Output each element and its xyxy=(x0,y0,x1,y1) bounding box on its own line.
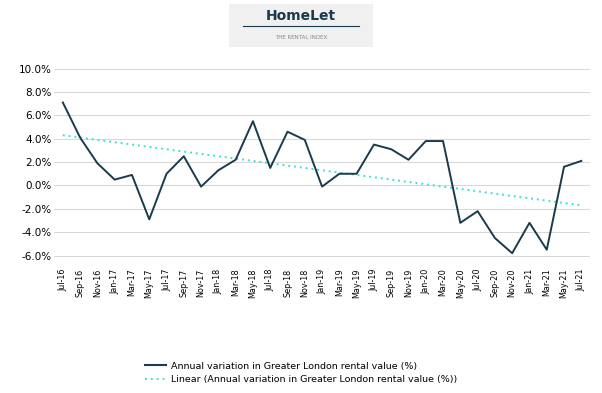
Text: THE RENTAL INDEX: THE RENTAL INDEX xyxy=(275,35,327,40)
Text: HomeLet: HomeLet xyxy=(266,9,336,23)
Legend: Annual variation in Greater London rental value (%), Linear (Annual variation in: Annual variation in Greater London renta… xyxy=(145,362,457,384)
